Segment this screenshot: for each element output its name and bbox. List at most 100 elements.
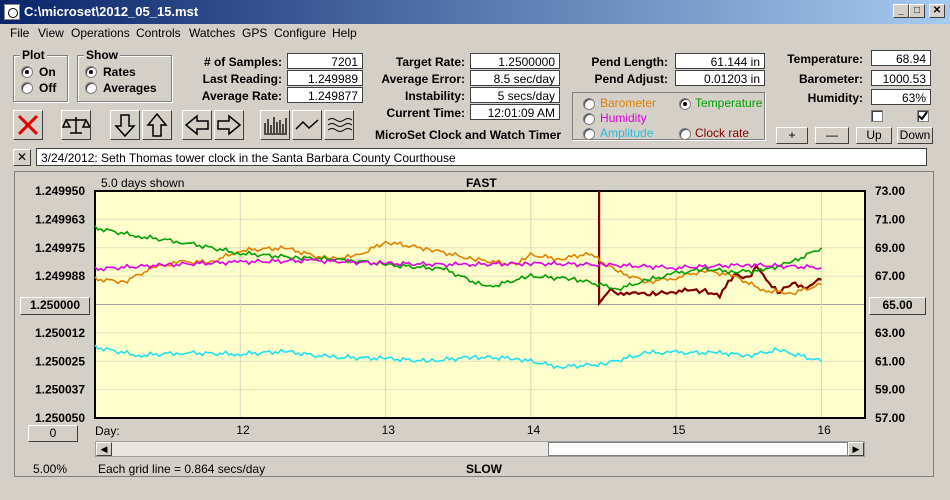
sensor-clock-rate-label: Clock rate xyxy=(695,126,750,140)
menu-controls[interactable]: Controls xyxy=(136,26,181,40)
zero-button[interactable]: 0 xyxy=(28,425,78,442)
humidity-value: 63% xyxy=(871,89,931,105)
plot-border xyxy=(94,190,866,419)
average-error-label: Average Error: xyxy=(381,72,465,86)
chart-panel xyxy=(14,171,934,477)
x-tick-label: 16 xyxy=(817,423,831,437)
horizontal-scrollbar[interactable]: ◀ ▶ xyxy=(95,441,865,457)
grid-note-label: Each grid line = 0.864 secs/day xyxy=(98,462,266,476)
sensor-barometer-label: Barometer xyxy=(600,96,657,110)
scale-minus-button[interactable]: — xyxy=(815,127,849,144)
x-tick-label: 13 xyxy=(382,423,396,437)
scale-plus-button[interactable]: + xyxy=(776,127,808,144)
center-temp-button[interactable]: 65.00 xyxy=(869,297,926,315)
plot-off-radio[interactable] xyxy=(21,82,33,94)
y-right-tick-label: 59.00 xyxy=(875,383,905,397)
close-icon[interactable]: ✕ xyxy=(929,4,945,18)
plot-off-label: Off xyxy=(39,81,57,95)
x-tick-label: 12 xyxy=(236,423,250,437)
show-group: Show Rates Averages xyxy=(77,48,172,102)
option-checkbox-2[interactable] xyxy=(917,110,929,122)
bars-view-button[interactable] xyxy=(260,110,290,140)
menu-bar: File View Operations Controls Watches GP… xyxy=(0,24,950,42)
app-icon xyxy=(4,4,20,20)
note-field[interactable]: 3/24/2012: Seth Thomas tower clock in th… xyxy=(36,148,927,166)
title-bar: C:\microset\2012_05_15.mst _ □ ✕ xyxy=(0,0,950,24)
down-arrow-icon xyxy=(114,114,136,138)
instability-value: 5 secs/day xyxy=(470,87,560,103)
x-tick-label: 15 xyxy=(672,423,686,437)
target-rate-value[interactable]: 1.2500000 xyxy=(470,53,560,69)
scale-up-button[interactable]: Up xyxy=(856,127,892,144)
last-reading-label: Last Reading: xyxy=(202,72,282,86)
series-amplitude-line xyxy=(94,344,822,370)
balance-button[interactable] xyxy=(61,110,92,140)
percent-label: 5.00% xyxy=(33,462,68,476)
y-left-tick-label: 1.250050 xyxy=(35,411,85,425)
up-arrow-icon xyxy=(146,112,168,137)
sensor-temperature-radio[interactable] xyxy=(679,98,691,110)
menu-watches[interactable]: Watches xyxy=(189,26,236,40)
y-left-tick-label: 1.250037 xyxy=(35,383,85,397)
show-averages-radio[interactable] xyxy=(85,82,97,94)
y-right-tick-label: 73.00 xyxy=(875,184,905,198)
menu-operations[interactable]: Operations xyxy=(71,26,130,40)
temperature-label: Temperature: xyxy=(787,52,863,66)
check-icon xyxy=(918,111,928,121)
right-arrow-icon xyxy=(217,114,242,136)
scroll-left-icon[interactable]: ◀ xyxy=(96,442,112,456)
y-left-tick-label: 1.250025 xyxy=(35,354,85,368)
sensor-amplitude-radio[interactable] xyxy=(583,128,595,140)
samples-value: 7201 xyxy=(287,53,363,69)
menu-gps[interactable]: GPS xyxy=(242,26,268,40)
fast-label: FAST xyxy=(466,176,497,190)
center-rate-button[interactable]: 1.250000 xyxy=(20,297,90,315)
series-humidity-line xyxy=(94,258,822,272)
average-rate-label: Average Rate: xyxy=(201,89,282,103)
up-arrow-button[interactable] xyxy=(142,110,172,140)
plot-on-radio[interactable] xyxy=(21,66,33,78)
pend-length-label: Pend Length: xyxy=(591,55,668,69)
menu-file[interactable]: File xyxy=(10,26,30,40)
show-rates-label: Rates xyxy=(103,65,136,79)
scale-down-button[interactable]: Down xyxy=(897,127,933,144)
sensor-amplitude-label: Amplitude xyxy=(600,126,654,140)
maximize-icon[interactable]: □ xyxy=(909,4,925,18)
barometer-label: Barometer: xyxy=(798,72,863,86)
last-reading-value: 1.249989 xyxy=(287,70,363,86)
stop-button[interactable] xyxy=(13,110,43,140)
left-arrow-button[interactable] xyxy=(182,110,212,140)
down-arrow-button[interactable] xyxy=(110,110,140,140)
menu-help[interactable]: Help xyxy=(332,26,357,40)
instability-label: Instability: xyxy=(404,89,465,103)
menu-configure[interactable]: Configure xyxy=(274,26,327,40)
y-right-tick-label: 61.00 xyxy=(875,354,905,368)
minimize-icon[interactable]: _ xyxy=(893,4,909,18)
scroll-right-icon[interactable]: ▶ xyxy=(848,442,864,456)
series-lines xyxy=(94,191,823,370)
day-label: Day: xyxy=(95,424,120,438)
line-graph-icon xyxy=(295,119,319,130)
y-right-tick-label: 67.00 xyxy=(875,269,905,283)
clear-note-button[interactable]: ✕ xyxy=(13,149,31,166)
wave-view-button[interactable] xyxy=(324,110,354,140)
balance-scale-icon xyxy=(61,117,92,134)
scroll-thumb[interactable] xyxy=(548,442,848,456)
sensor-barometer-radio[interactable] xyxy=(583,98,595,110)
samples-label: # of Samples: xyxy=(203,55,282,69)
red-x-icon xyxy=(17,114,39,136)
option-checkbox-1[interactable] xyxy=(871,110,883,122)
y-right-tick-label: 63.00 xyxy=(875,326,905,340)
sensor-humidity-radio[interactable] xyxy=(583,113,595,125)
right-arrow-button[interactable] xyxy=(214,110,244,140)
sensor-clock-rate-radio[interactable] xyxy=(679,128,691,140)
menu-view[interactable]: View xyxy=(38,26,64,40)
line-view-button[interactable] xyxy=(292,110,322,140)
show-rates-radio[interactable] xyxy=(85,66,97,78)
show-group-title: Show xyxy=(84,48,120,62)
current-time-value: 12:01:09 AM xyxy=(470,104,560,120)
sensor-humidity-label: Humidity xyxy=(600,111,647,125)
y-left-ticks: 1.249950 1.249963 1.249975 1.249988 1.250012… xyxy=(35,184,85,425)
sensor-select-panel: Barometer Temperature Humidity Amplitude… xyxy=(572,92,765,140)
